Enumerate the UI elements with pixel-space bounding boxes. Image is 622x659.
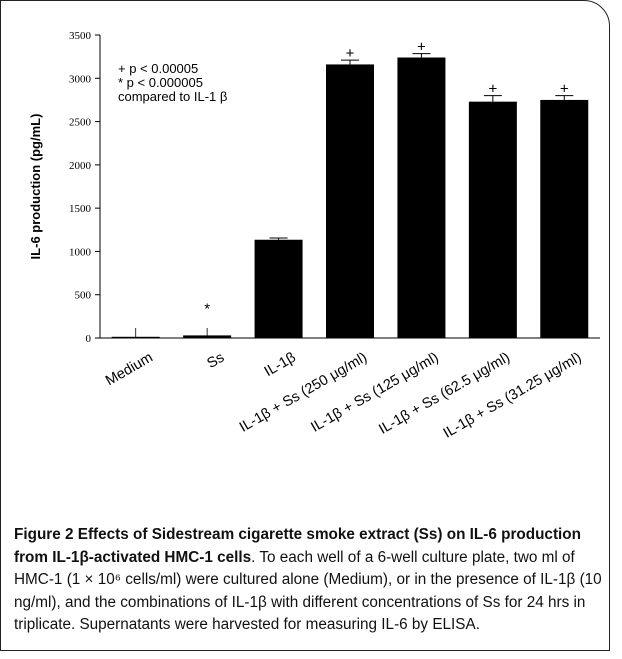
x-tick-label: IL-1β + Ss (62.5 μg/ml) [376,350,513,438]
bar [397,57,446,338]
y-tick-label: 3500 [69,30,92,42]
bar-chart: 0 500 1000 1500 2000 2500 3000 3500 * + + + + Mediu… [28,30,600,442]
y-tick-label: 2000 [69,160,92,172]
caption-body: . To each well of a 6-well culture plate… [14,548,602,634]
y-tick-label: 0 [86,333,92,345]
y-tick-label: 2500 [69,117,92,129]
bar [540,99,589,338]
bar [254,239,303,338]
x-tick-label: IL-1β + Ss (250 μg/ml) [237,350,370,436]
significance-marker: + [417,39,426,56]
y-tick-label: 500 [75,290,92,302]
y-tick-label: 1500 [69,203,92,215]
bar [326,64,374,338]
significance-marker: + [560,81,569,98]
y-tick-label: 3000 [69,73,92,85]
legend-line: + p < 0.00005 [118,61,198,76]
bar [468,101,517,338]
x-tick-label: Ss [204,350,227,372]
significance-marker: + [488,81,497,98]
y-tick-label: 1000 [69,246,92,258]
x-tick-label: Medium [103,350,156,390]
caption-title: Figure 2 Effects of Sidestream cigarette… [14,526,581,566]
x-tick-label: IL-1β [262,350,299,381]
significance-marker: * [204,300,210,317]
x-tick-label: IL-1β + Ss (125 μg/ml) [308,350,441,436]
legend-line: * p < 0.000005 [118,75,203,90]
significance-marker: + [346,45,355,62]
y-axis-label: IL-6 production (pg/mL) [28,114,43,260]
legend-line: compared to IL-1 β [118,89,227,104]
figure-caption: Figure 2 Effects of Sidestream cigarette… [14,524,602,637]
